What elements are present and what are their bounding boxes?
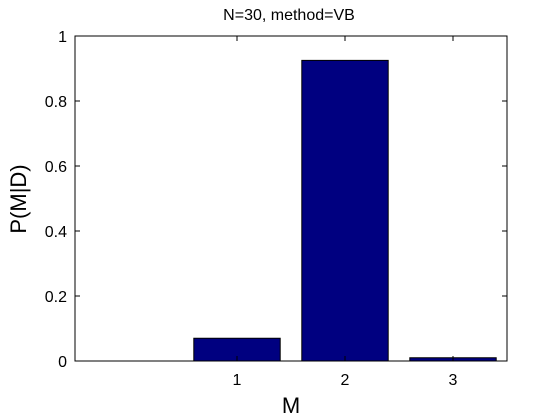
y-tick-label: 1 [58,29,67,46]
x-tick-label: 3 [449,372,458,389]
x-axis-label: M [282,393,300,418]
axis-ticks: 1 2 3 0 0.2 0.4 0.6 0.8 1 [45,29,507,389]
y-axis-label: P(M|D) [6,164,31,233]
y-tick-label: 0.8 [45,94,67,111]
bars-group [193,59,497,362]
y-tick-label: 0.4 [45,224,67,241]
y-tick-label: 0.6 [45,159,67,176]
chart-title: N=30, method=VB [223,7,355,24]
y-tick-label: 0 [58,354,67,371]
x-tick-label: 2 [341,372,350,389]
bar-2 [301,59,389,362]
plot-area-frame [74,35,508,362]
y-tick-label: 0.2 [45,289,67,306]
x-tick-label: 1 [233,372,242,389]
